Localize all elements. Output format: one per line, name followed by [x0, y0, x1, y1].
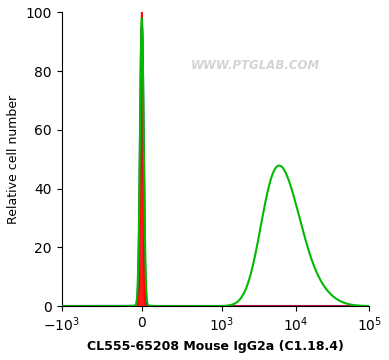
Y-axis label: Relative cell number: Relative cell number: [7, 95, 20, 224]
X-axis label: CL555-65208 Mouse IgG2a (C1.18.4): CL555-65208 Mouse IgG2a (C1.18.4): [87, 340, 344, 353]
Text: WWW.PTGLAB.COM: WWW.PTGLAB.COM: [191, 59, 320, 72]
